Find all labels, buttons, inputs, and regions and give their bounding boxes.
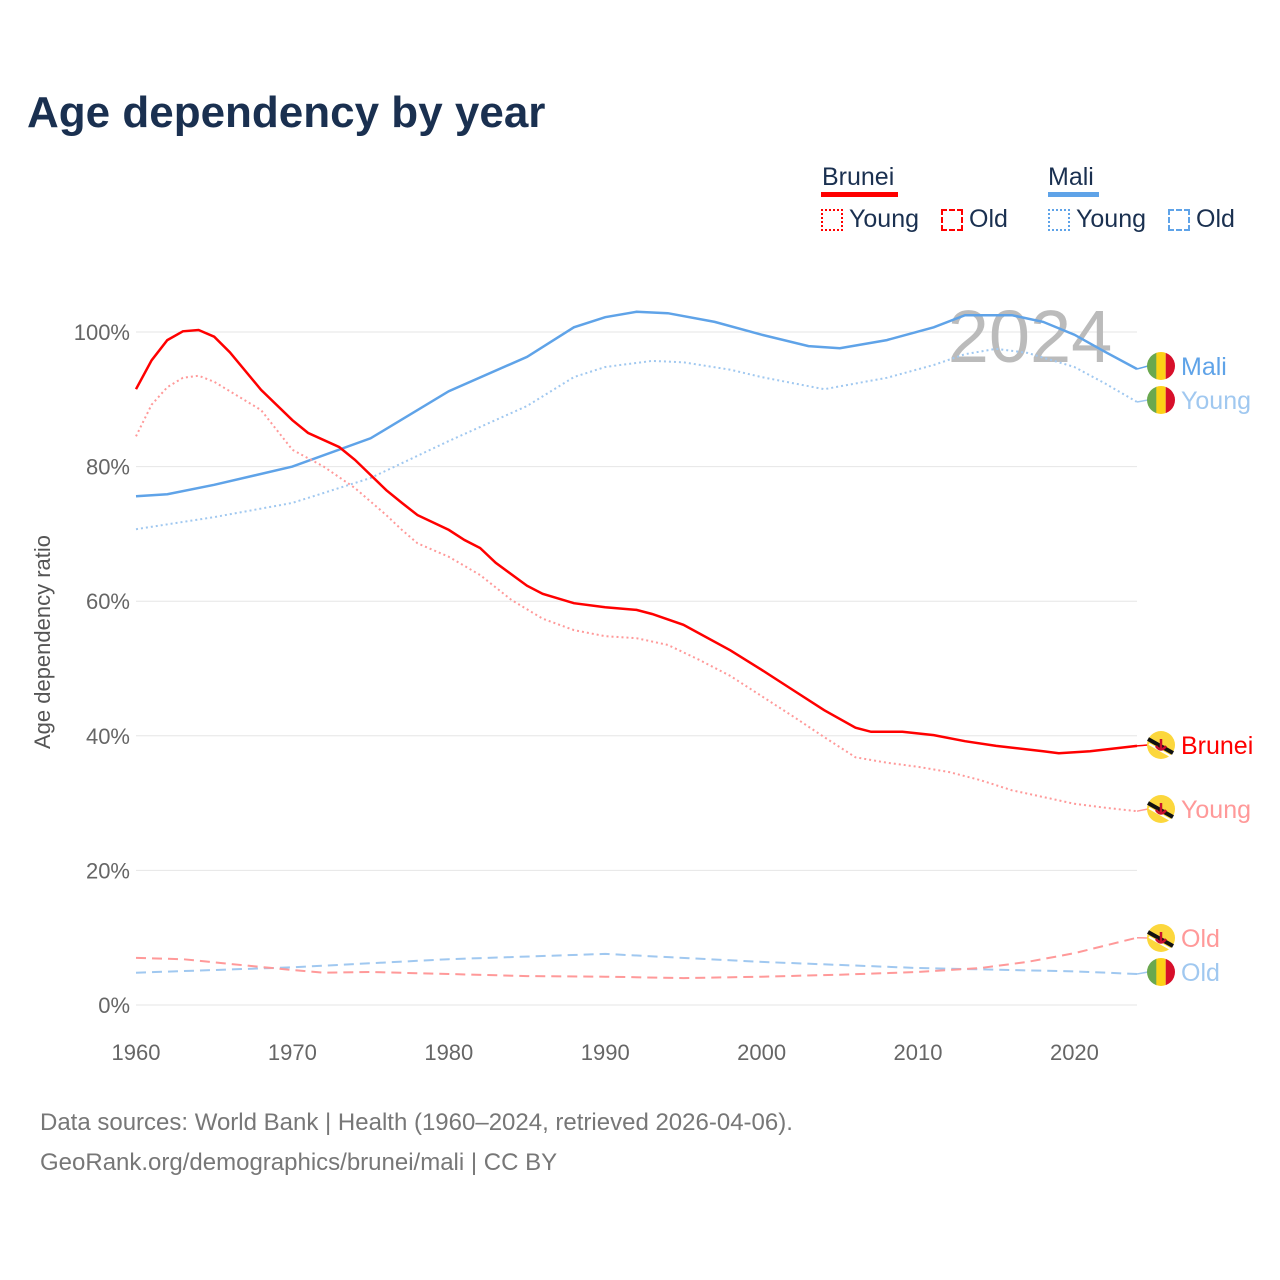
- brunei-flag-icon: [1147, 795, 1175, 823]
- series-line-mali-old: [135, 952, 1138, 975]
- legend-label: Old: [1196, 205, 1235, 233]
- x-tick-label: 1980: [424, 1040, 473, 1065]
- label-connector: [1136, 808, 1149, 812]
- legend-mali-young: Young: [1048, 205, 1146, 234]
- end-label: Old: [1181, 959, 1220, 987]
- chart-title: Age dependency by year: [27, 88, 546, 137]
- legend-brunei: Brunei: [822, 163, 895, 191]
- brunei-flag-icon: [1147, 924, 1175, 952]
- legend-brunei-young: Young: [821, 205, 919, 234]
- x-tick-label: 1970: [268, 1040, 317, 1065]
- x-tick-label: 1990: [581, 1040, 630, 1065]
- y-axis-label: Age dependency ratio: [30, 535, 55, 749]
- label-connector: [1136, 399, 1149, 403]
- x-tick-label: 2000: [737, 1040, 786, 1065]
- footer-sources: Data sources: World Bank | Health (1960–…: [40, 1109, 793, 1136]
- mali-flag-icon: [1147, 958, 1175, 986]
- end-label: Young: [1181, 796, 1251, 824]
- series-line-brunei-young: [135, 374, 1138, 813]
- x-tick-label: 2020: [1050, 1040, 1099, 1065]
- label-connector: [1136, 365, 1149, 370]
- year-watermark: 2024: [948, 295, 1113, 378]
- legend-brunei-swatch: [821, 192, 898, 197]
- legend-mali: Mali: [1048, 163, 1094, 191]
- legend-label: Young: [1076, 205, 1146, 233]
- end-label: Brunei: [1181, 732, 1253, 760]
- series-line-brunei: [134, 328, 1138, 755]
- label-connector: [1136, 971, 1149, 975]
- legend-mali-swatch: [1048, 192, 1099, 197]
- y-tick-label: 20%: [86, 858, 130, 883]
- y-tick-label: 40%: [86, 724, 130, 749]
- footer-attribution: GeoRank.org/demographics/brunei/mali | C…: [40, 1149, 558, 1176]
- label-connector: [1136, 744, 1149, 747]
- y-tick-label: 0%: [98, 993, 130, 1018]
- mali-flag-icon: [1147, 386, 1175, 414]
- y-tick-label: 80%: [86, 455, 130, 480]
- series-line-brunei-old: [135, 936, 1138, 980]
- legend-brunei-old: Old: [941, 205, 1008, 234]
- end-label: Young: [1181, 387, 1251, 415]
- y-tick-label: 60%: [86, 589, 130, 614]
- legend-label: Old: [969, 205, 1008, 233]
- x-tick-label: 2010: [894, 1040, 943, 1065]
- end-label: Old: [1181, 925, 1220, 953]
- mali-flag-icon: [1147, 352, 1175, 380]
- legend-mali-old: Old: [1168, 205, 1235, 234]
- end-label: Mali: [1181, 353, 1227, 381]
- x-tick-label: 1960: [112, 1040, 161, 1065]
- y-tick-label: 100%: [74, 320, 130, 345]
- series-line-mali: [135, 310, 1138, 498]
- series-line-mali-young: [135, 347, 1138, 531]
- brunei-flag-icon: [1147, 731, 1175, 759]
- legend-label: Young: [849, 205, 919, 233]
